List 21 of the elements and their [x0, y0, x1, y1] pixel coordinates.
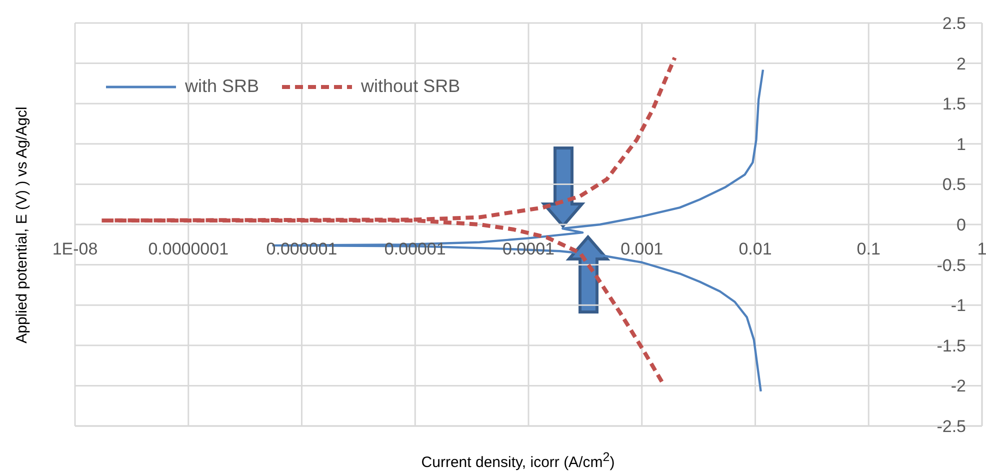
- y-axis-title: Applied potential, E (V) ) vs Ag/Agcl: [14, 106, 30, 343]
- x-tick-label: 0.0000001: [148, 240, 229, 258]
- y-tick-label: -1: [950, 296, 966, 316]
- y-tick-label: -0.5: [936, 256, 966, 275]
- y-tick-label: -2: [950, 376, 966, 396]
- y-tick-label: -2.5: [936, 417, 966, 436]
- x-tick-label: 0.001: [620, 240, 664, 258]
- x-tick-label: 0.1: [856, 240, 880, 258]
- y-tick-label: 0: [956, 216, 966, 234]
- legend-label: with SRB: [185, 76, 260, 97]
- x-axis-title: Current density, icorr (A/cm$^{2}$): [420, 450, 616, 471]
- x-tick-label: 0.01: [738, 240, 772, 258]
- y-tick-label: 1: [956, 134, 966, 154]
- y-tick-label: 2.5: [942, 14, 966, 33]
- x-tick-label: 1E-08: [52, 240, 98, 258]
- legend-label: without SRB: [361, 76, 460, 97]
- y-tick-label: -1.5: [936, 336, 966, 356]
- y-tick-label: 0.5: [942, 175, 966, 194]
- x-tick-label: 1: [977, 240, 986, 258]
- y-tick-label: 1.5: [942, 94, 966, 114]
- y-tick-label: 2: [956, 54, 966, 74]
